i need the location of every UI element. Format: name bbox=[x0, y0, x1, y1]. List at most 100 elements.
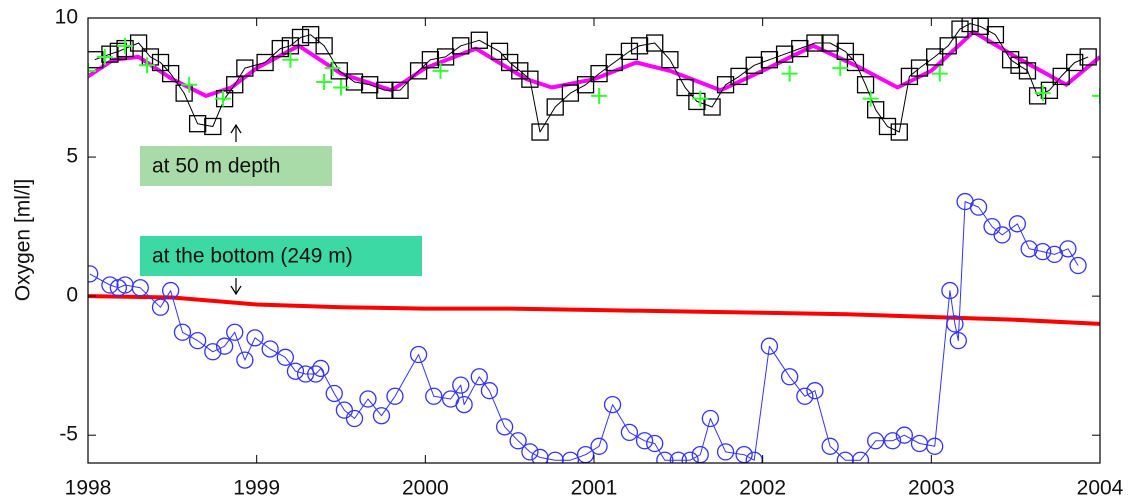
circle-marker bbox=[949, 331, 967, 350]
square-marker bbox=[646, 34, 664, 52]
circle-marker bbox=[941, 281, 959, 300]
plus-marker bbox=[432, 62, 449, 79]
series-line bbox=[88, 294, 1100, 326]
square-marker bbox=[730, 67, 748, 86]
square-marker bbox=[490, 42, 509, 61]
square-marker bbox=[676, 78, 694, 97]
square-marker bbox=[703, 98, 721, 116]
plot-frame bbox=[87, 17, 1101, 464]
y-tick-label: -5 bbox=[59, 423, 78, 446]
circle-marker bbox=[188, 331, 207, 350]
square-marker bbox=[204, 117, 222, 136]
square-marker bbox=[961, 18, 979, 33]
circle-marker bbox=[1034, 242, 1052, 261]
square-marker bbox=[301, 26, 320, 44]
square-marker bbox=[878, 117, 897, 136]
square-marker bbox=[986, 26, 1005, 44]
plus-marker bbox=[324, 60, 341, 77]
plus-marker bbox=[931, 65, 948, 82]
circle-marker bbox=[226, 323, 244, 341]
square-marker bbox=[856, 76, 875, 94]
circle-marker bbox=[509, 432, 527, 450]
circle-marker bbox=[760, 337, 779, 355]
circle-marker bbox=[131, 279, 149, 297]
square-marker bbox=[791, 39, 809, 58]
square-marker bbox=[867, 101, 885, 119]
circle-marker bbox=[386, 387, 404, 405]
circle-marker bbox=[895, 426, 913, 444]
square-marker bbox=[129, 34, 148, 52]
circle-marker bbox=[1020, 240, 1038, 258]
circle-marker bbox=[204, 343, 222, 361]
square-marker bbox=[291, 28, 310, 47]
square-marker bbox=[836, 42, 854, 61]
square-marker bbox=[1018, 62, 1037, 80]
circle-marker bbox=[669, 451, 687, 463]
plus-marker bbox=[282, 51, 299, 68]
square-marker bbox=[161, 64, 180, 83]
plus-marker bbox=[692, 90, 709, 107]
x-tick-label: 2002 bbox=[739, 477, 786, 500]
circle-marker bbox=[546, 451, 564, 463]
square-marker bbox=[688, 92, 706, 111]
square-marker bbox=[806, 34, 824, 52]
plus-marker bbox=[333, 79, 349, 96]
circle-marker bbox=[345, 409, 364, 428]
circle-marker bbox=[926, 437, 944, 455]
plot-area bbox=[88, 18, 1100, 463]
square-marker bbox=[421, 51, 440, 69]
square-marker bbox=[109, 42, 128, 61]
circle-marker bbox=[88, 265, 99, 283]
square-marker bbox=[271, 39, 289, 58]
square-marker bbox=[409, 62, 428, 80]
plus-marker bbox=[96, 48, 113, 65]
square-marker bbox=[436, 48, 455, 66]
circle-marker bbox=[701, 409, 720, 428]
circle-marker bbox=[276, 348, 294, 366]
circle-marker bbox=[781, 368, 799, 386]
circle-marker bbox=[236, 351, 254, 369]
annotation: at 50 m depth bbox=[152, 155, 280, 178]
square-marker bbox=[531, 123, 549, 141]
square-marker bbox=[188, 115, 207, 133]
circle-marker bbox=[590, 437, 608, 455]
circle-marker bbox=[296, 365, 315, 383]
x-tick-label: 2003 bbox=[908, 477, 955, 500]
circle-marker bbox=[836, 451, 854, 463]
circle-marker bbox=[646, 434, 664, 453]
circle-marker bbox=[286, 362, 305, 380]
plus-marker bbox=[1034, 85, 1051, 102]
square-marker bbox=[890, 123, 908, 141]
square-marker bbox=[1079, 48, 1097, 66]
circle-marker bbox=[561, 451, 580, 463]
circle-marker bbox=[620, 423, 639, 442]
square-marker bbox=[760, 51, 779, 69]
circle-marker bbox=[969, 198, 988, 216]
plus-marker bbox=[88, 62, 96, 79]
plus-marker bbox=[139, 57, 156, 74]
square-marker bbox=[775, 45, 794, 63]
square-marker bbox=[1066, 53, 1084, 72]
circle-marker bbox=[681, 451, 699, 463]
square-marker bbox=[605, 53, 623, 72]
square-marker bbox=[1028, 87, 1047, 105]
circle-marker bbox=[993, 226, 1011, 244]
annotation-box bbox=[140, 236, 422, 276]
square-marker bbox=[330, 62, 348, 80]
square-marker bbox=[361, 76, 379, 94]
square-marker bbox=[846, 53, 865, 72]
circle-marker bbox=[452, 376, 470, 394]
x-tick-label: 2000 bbox=[402, 477, 449, 500]
square-marker bbox=[376, 81, 394, 99]
circle-marker bbox=[716, 443, 735, 461]
square-marker bbox=[88, 51, 104, 69]
plus-marker bbox=[181, 76, 198, 93]
square-marker bbox=[951, 20, 969, 38]
circle-marker bbox=[246, 329, 264, 347]
circle-marker bbox=[161, 281, 180, 300]
square-marker bbox=[256, 53, 274, 72]
circle-marker bbox=[867, 432, 885, 450]
circle-marker bbox=[851, 451, 870, 463]
square-marker bbox=[630, 37, 649, 55]
x-tick-label: 2004 bbox=[1077, 477, 1124, 500]
